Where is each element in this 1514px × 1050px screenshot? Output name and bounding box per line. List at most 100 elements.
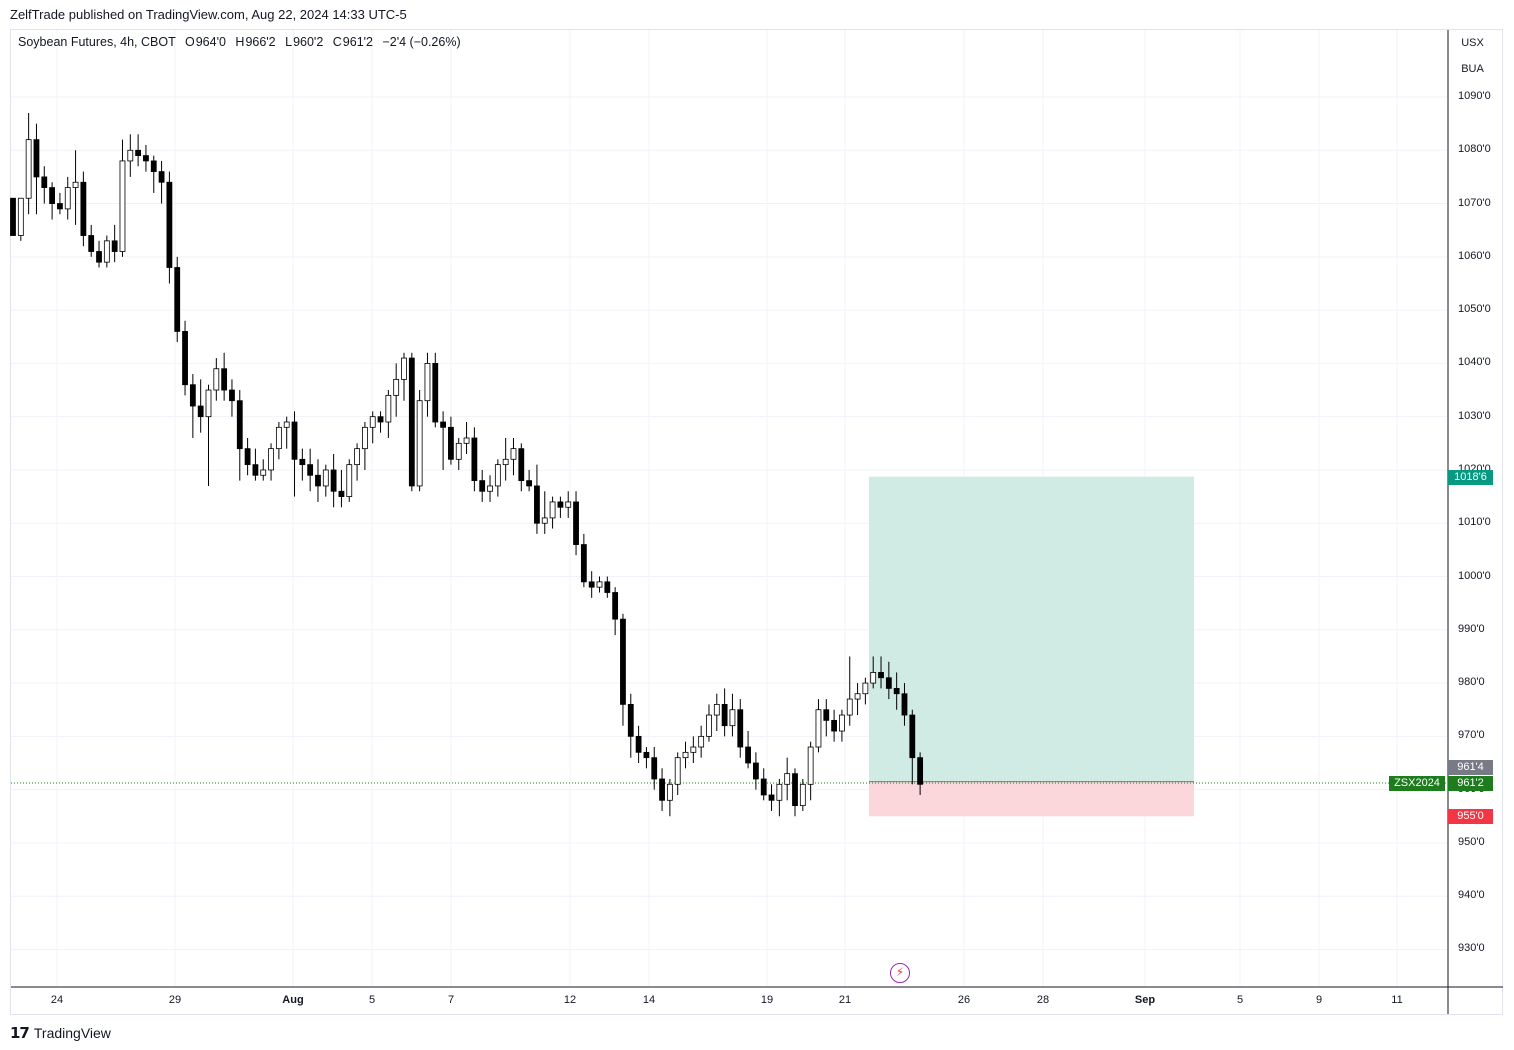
- candle-body: [768, 794, 775, 801]
- candle-body: [901, 693, 908, 716]
- candle: [189, 374, 196, 438]
- candle: [377, 411, 384, 433]
- candle-body: [510, 448, 517, 460]
- candle-body: [182, 331, 188, 386]
- low-label: L: [285, 35, 293, 49]
- candle: [338, 469, 345, 508]
- position-zones: [11, 476, 1447, 817]
- candle-body: [307, 464, 314, 476]
- candle: [479, 469, 486, 502]
- candle: [174, 256, 181, 343]
- candle-body: [33, 139, 40, 178]
- candle: [776, 778, 783, 817]
- candle-body: [659, 778, 665, 801]
- price-tick-label: 1030'0: [1458, 409, 1491, 422]
- candle-body: [784, 773, 791, 785]
- candle-body: [471, 437, 478, 482]
- candle: [182, 320, 188, 396]
- candle: [620, 613, 626, 726]
- time-tick-label: Aug: [282, 994, 304, 1006]
- candle-body: [455, 442, 462, 460]
- candle-body: [385, 394, 392, 423]
- candle: [103, 235, 110, 268]
- price-tick-label: 1090'0: [1458, 90, 1491, 102]
- candle-body: [221, 368, 228, 391]
- candle-body: [236, 400, 243, 450]
- candle-body: [792, 773, 798, 807]
- candle-body: [143, 155, 149, 162]
- candle-body: [588, 581, 595, 588]
- candle-body: [612, 592, 619, 620]
- time-tick-label: 19: [760, 994, 774, 1006]
- candle-body: [330, 469, 337, 492]
- candle: [494, 459, 501, 497]
- candle: [10, 197, 16, 236]
- candle-body: [189, 384, 196, 407]
- candle: [760, 768, 767, 801]
- candle-body: [518, 448, 525, 482]
- candle: [502, 437, 509, 481]
- candle-body: [393, 378, 400, 396]
- candle: [354, 443, 360, 481]
- time-tick-label: 24: [50, 994, 64, 1006]
- candle: [424, 352, 431, 417]
- candle: [88, 224, 95, 257]
- candle-body: [494, 464, 501, 487]
- tradingview-logo-icon: 𝟭𝟳: [10, 1025, 30, 1042]
- candle-body: [893, 688, 900, 695]
- price-tick-label: 1080'0: [1458, 143, 1491, 156]
- candle-body: [338, 490, 345, 498]
- time-tick-label: 5: [1236, 994, 1244, 1006]
- candle: [698, 725, 705, 758]
- candle-body: [275, 426, 282, 450]
- candle-body: [682, 751, 689, 759]
- candle: [330, 453, 337, 508]
- candle-body: [424, 362, 431, 402]
- candle: [322, 464, 329, 497]
- candle-body: [158, 171, 165, 183]
- candle-body: [17, 197, 24, 236]
- stop-price-tag: 955'0: [1448, 809, 1493, 824]
- price-tick-label: 1060'0: [1458, 249, 1491, 262]
- candle: [41, 166, 48, 204]
- candle: [213, 358, 220, 401]
- candle-body: [737, 709, 744, 748]
- candle: [917, 752, 924, 795]
- candle: [244, 437, 251, 476]
- candle: [534, 464, 540, 534]
- candle-body: [268, 448, 274, 471]
- usx-scale-button[interactable]: USX: [1455, 33, 1490, 53]
- candle: [909, 709, 916, 785]
- candle-body: [870, 672, 877, 684]
- publisher-line: ZelfTrade published on TradingView.com, …: [10, 7, 407, 22]
- candle-body: [440, 421, 447, 428]
- candle-body: [463, 437, 470, 444]
- candle-body: [776, 783, 783, 801]
- candle: [25, 112, 32, 215]
- candle: [72, 150, 79, 225]
- candle: [510, 437, 517, 476]
- candle: [901, 683, 908, 726]
- candle: [526, 469, 533, 492]
- candle-body: [416, 400, 423, 487]
- lightning-icon[interactable]: ⚡: [890, 963, 910, 983]
- candle-body: [698, 735, 705, 748]
- candle-body: [580, 544, 587, 583]
- candle-body: [557, 501, 564, 508]
- bua-scale-button[interactable]: BUA: [1455, 59, 1490, 79]
- candle: [580, 533, 587, 588]
- time-tick-label: 12: [563, 994, 577, 1006]
- candle: [221, 352, 228, 401]
- price-tick-label: 980'0: [1458, 676, 1485, 689]
- candle: [393, 363, 400, 417]
- candle-body: [713, 703, 720, 716]
- candle-body: [596, 581, 603, 588]
- candle: [197, 379, 204, 433]
- candle: [768, 784, 775, 811]
- candle-body: [72, 181, 79, 188]
- candle-body: [541, 517, 548, 524]
- candle: [432, 352, 439, 428]
- time-tick-label: 21: [838, 994, 852, 1006]
- candle-body: [729, 709, 736, 727]
